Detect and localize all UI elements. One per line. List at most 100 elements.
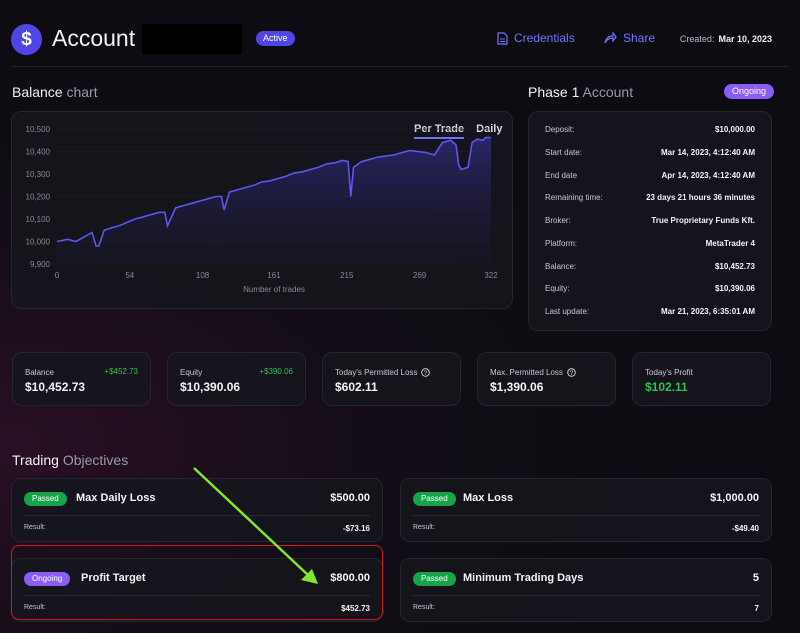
- share-label: Share: [623, 31, 656, 45]
- share-link[interactable]: Share: [604, 31, 655, 45]
- result-label: Result:: [413, 604, 435, 611]
- stat-delta: +$452.73: [104, 367, 138, 376]
- stat-card-max-permitted-loss: Max. Permitted Loss ? $1,390.06: [477, 352, 616, 406]
- balance-chart-title-main: Balance: [12, 84, 63, 100]
- info-row-deposit: Deposit: $10,000.00: [545, 125, 755, 134]
- dollar-icon: $: [11, 24, 42, 55]
- stat-card-todays-permitted-loss: Today's Permitted Loss ? $602.11: [322, 352, 461, 406]
- info-label: Broker:: [545, 216, 571, 225]
- stat-label: Today's Profit: [645, 368, 693, 377]
- divider: [413, 515, 759, 516]
- info-label: Platform:: [545, 239, 578, 248]
- stat-label: Max. Permitted Loss: [490, 368, 563, 377]
- annotation-highlight-box: [11, 545, 383, 620]
- info-row-broker: Broker: True Proprietary Funds Kft.: [545, 216, 755, 225]
- phase-title-main: Phase 1: [528, 84, 580, 100]
- info-label: Deposit:: [545, 125, 575, 134]
- info-row-platform: Platform: MetaTrader 4: [545, 239, 755, 248]
- stat-value: $10,452.73: [25, 380, 86, 394]
- objectives-title-muted: Objectives: [62, 452, 129, 468]
- info-icon[interactable]: ?: [421, 368, 431, 377]
- divider: [24, 515, 370, 516]
- result-label: Result:: [24, 604, 46, 611]
- page-header: $ Account Active Credentials Share Creat…: [0, 0, 800, 66]
- result-value: 7: [754, 604, 759, 613]
- credentials-label: Credentials: [514, 31, 575, 45]
- phase-info-panel: Deposit: $10,000.00 Start date: Mar 14, 20…: [528, 111, 772, 331]
- balance-chart-panel: [11, 111, 513, 309]
- phase-title: Phase 1 Account: [528, 84, 633, 100]
- tab-daily[interactable]: Daily: [476, 123, 503, 135]
- status-badge: Active: [256, 31, 295, 46]
- stat-card-todays-profit: Today's Profit $102.11: [632, 352, 771, 406]
- stat-value: $10,390.06: [180, 380, 241, 394]
- balance-chart-title: Balance chart: [12, 84, 98, 100]
- balance-chart-title-muted: chart: [66, 84, 98, 100]
- stat-label: Balance: [25, 368, 54, 377]
- info-value: $10,452.73: [714, 262, 755, 271]
- redacted-account-id: [142, 24, 242, 54]
- info-value: Mar 21, 2023, 6:35:01 AM: [661, 307, 755, 316]
- objective-name: Minimum Trading Days: [463, 572, 584, 584]
- created-label: Created:: [679, 34, 715, 44]
- info-value: 23 days 21 hours 36 minutes: [646, 193, 755, 202]
- phase-title-muted: Account: [582, 84, 634, 100]
- info-label: End date: [545, 171, 578, 180]
- info-label: Remaining time:: [545, 193, 603, 202]
- created-date: Created: Mar 10, 2023: [680, 34, 772, 44]
- divider: [413, 595, 759, 596]
- info-label: Last update:: [545, 307, 590, 316]
- stat-label: Today's Permitted Loss: [335, 368, 418, 377]
- objective-name: Max Loss: [463, 492, 514, 504]
- header-divider: [11, 66, 789, 67]
- objective-name: Max Daily Loss: [76, 492, 156, 504]
- result-value: -$73.16: [342, 524, 370, 533]
- info-label: Balance:: [545, 262, 577, 271]
- document-icon: [497, 31, 508, 45]
- objective-status-badge: Passed: [413, 492, 456, 506]
- created-value: Mar 10, 2023: [718, 34, 772, 44]
- stat-value: $1,390.06: [490, 380, 544, 394]
- info-row-end-date: End date Apr 14, 2023, 4:12:40 AM: [545, 171, 755, 180]
- tab-per-trade[interactable]: Per Trade: [414, 123, 465, 139]
- result-label: Result:: [413, 524, 435, 531]
- objectives-title: Trading Objectives: [12, 452, 128, 468]
- objective-amount: $500.00: [330, 492, 370, 504]
- chart-tabs: Per Trade Daily: [414, 123, 502, 139]
- stat-label-wrap: Today's Permitted Loss ?: [335, 368, 431, 377]
- page-title: Account: [52, 25, 136, 51]
- divider: [24, 595, 370, 596]
- info-label: Equity:: [545, 284, 570, 293]
- objective-max-daily-loss: Passed Max Daily Loss $500.00 Result: -$…: [11, 478, 383, 542]
- stat-card-balance: Balance +$452.73 $10,452.73: [12, 352, 151, 406]
- info-row-last-update: Last update: Mar 21, 2023, 6:35:01 AM: [545, 307, 755, 316]
- info-label: Start date:: [545, 148, 582, 157]
- objective-name: Profit Target: [81, 572, 146, 584]
- info-value: True Proprietary Funds Kft.: [651, 216, 755, 225]
- info-value: $10,000.00: [714, 125, 755, 134]
- info-row-balance: Balance: $10,452.73: [545, 262, 755, 271]
- stat-delta: +$390.06: [259, 367, 293, 376]
- credentials-link[interactable]: Credentials: [497, 31, 575, 45]
- objectives-title-main: Trading: [12, 452, 59, 468]
- result-value: $452.73: [341, 604, 370, 613]
- objective-minimum-trading-days: Passed Minimum Trading Days 5 Result: 7: [400, 558, 772, 622]
- svg-text:?: ?: [424, 371, 428, 377]
- info-value: $10,390.06: [714, 284, 755, 293]
- result-label: Result:: [24, 524, 46, 531]
- stat-label: Equity: [180, 368, 203, 377]
- info-value: MetaTrader 4: [705, 239, 755, 248]
- objective-amount: $800.00: [330, 572, 370, 584]
- stat-card-equity: Equity +$390.06 $10,390.06: [167, 352, 306, 406]
- info-value: Apr 14, 2023, 4:12:40 AM: [661, 171, 755, 180]
- info-row-start-date: Start date: Mar 14, 2023, 4:12:40 AM: [545, 148, 755, 157]
- info-value: Mar 14, 2023, 4:12:40 AM: [661, 148, 755, 157]
- info-row-remaining-time: Remaining time: 23 days 21 hours 36 minut…: [545, 193, 755, 202]
- info-icon[interactable]: ?: [567, 368, 576, 377]
- stat-label-wrap: Max. Permitted Loss ?: [490, 368, 576, 377]
- objective-max-loss: Passed Max Loss $1,000.00 Result: -$49.4…: [400, 478, 772, 542]
- objective-status-badge: Passed: [413, 572, 456, 586]
- share-icon: [604, 32, 617, 44]
- objective-amount: $1,000.00: [710, 492, 759, 504]
- result-value: -$49.40: [731, 524, 759, 533]
